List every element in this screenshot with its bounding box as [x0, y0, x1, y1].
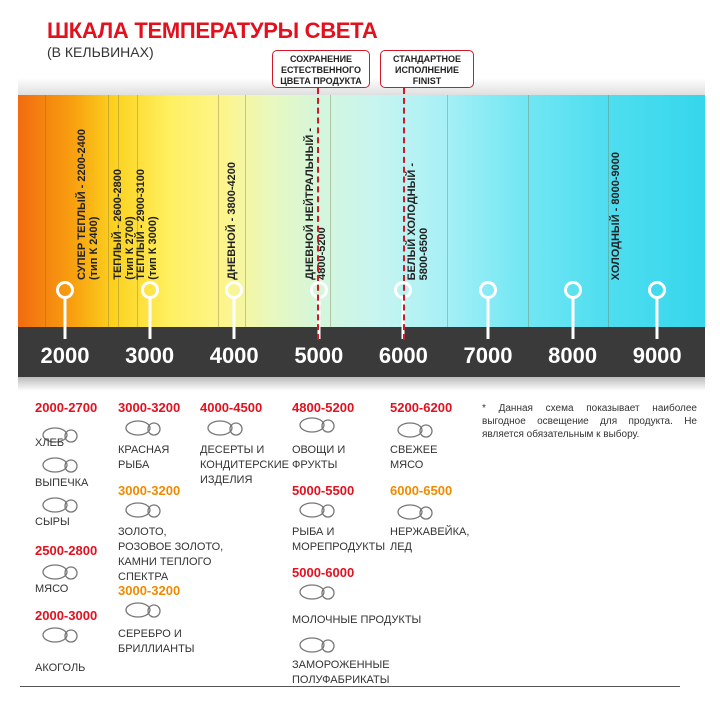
- product-label: СЫРЫ: [35, 516, 70, 528]
- band-label: ТЕПЛЫЙ - 2600-2800 (тип К 2700): [112, 169, 136, 280]
- frozen-food-icon: [298, 635, 342, 657]
- scale-label-7000: 7000: [463, 343, 513, 368]
- product-label: МЯСО: [35, 583, 69, 595]
- product-label: РЫБА И МОРЕПРОДУКТЫ: [292, 526, 386, 553]
- page-title: ШКАЛА ТЕМПЕРАТУРЫ СВЕТА: [47, 18, 378, 43]
- page-subtitle: (В КЕЛЬВИНАХ): [47, 44, 154, 60]
- band-separator: [528, 95, 529, 327]
- band-separator: [118, 95, 119, 327]
- scale-label-9000: 9000: [632, 343, 682, 368]
- range-label: 4800-5200: [292, 400, 355, 415]
- product-label: ЗАМОРОЖЕННЫЕ ПОЛУФАБРИКАТЫ: [292, 659, 390, 686]
- band-separator: [108, 95, 109, 327]
- band-label: ХОЛОДНЫЙ - 8000-9000: [610, 151, 622, 280]
- scale-shadow: [18, 377, 705, 391]
- band-separator: [137, 95, 138, 327]
- band-separator: [45, 95, 46, 327]
- natural-color-marker: [317, 88, 319, 340]
- band-separator: [608, 95, 609, 327]
- seafood-icon: [298, 500, 342, 522]
- product-label: ОВОЩИ И ФРУКТЫ: [292, 444, 346, 471]
- scale-marker-icon: [479, 281, 497, 299]
- rings-icon: [124, 500, 168, 522]
- band-label: ДНЕВНОЙ НЕЙТРАЛЬНЫЙ - 4800-5200: [304, 128, 328, 280]
- diamond-icon: [124, 600, 168, 622]
- band-label: ДНЕВНОЙ - 3800-4200: [226, 162, 238, 280]
- band-separator: [218, 95, 219, 327]
- product-label: ВЫПЕЧКА: [35, 477, 89, 489]
- band-label: СУПЕР ТЕПЛЫЙ - 2200-2400 (тип К 2400): [76, 128, 100, 280]
- band-label: БЕЛЫЙ ХОЛОДНЫЙ - 5800-6500: [406, 162, 430, 280]
- scale-marker-icon: [56, 281, 74, 299]
- range-label: 5000-6000: [292, 565, 355, 580]
- product-label: ХЛЕБ: [35, 437, 65, 449]
- product-label: КРАСНАЯ РЫБА: [118, 444, 170, 471]
- product-label: ЗОЛОТО, РОЗОВОЕ ЗОЛОТО, КАМНИ ТЕПЛОГО СП…: [118, 526, 224, 583]
- band-separator: [447, 95, 448, 327]
- scale-marker-stem: [571, 299, 575, 339]
- kelvin-scale-band: [18, 327, 705, 377]
- scale-marker-stem: [63, 299, 67, 339]
- range-label: 5000-5500: [292, 483, 355, 498]
- scale-label-5000: 5000: [294, 343, 344, 368]
- ice-icon: [396, 502, 440, 524]
- band-label: ТЕПЛЫЙ - 2900-3100 (тип К 3000): [135, 169, 159, 280]
- fish-icon: [124, 418, 168, 440]
- range-label: 3000-3200: [118, 400, 181, 415]
- callout-natural-color: СОХРАНЕНИЕ ЕСТЕСТВЕННОГО ЦВЕТА ПРОДУКТА: [272, 50, 370, 88]
- product-label: НЕРЖАВЕЙКА, ЛЕД: [390, 526, 470, 553]
- milk-icon: [298, 582, 342, 604]
- steak-icon: [41, 562, 85, 584]
- range-label: 2000-2700: [35, 400, 98, 415]
- bottom-divider: [20, 686, 680, 687]
- color-spectrum: [18, 95, 705, 327]
- fresh-meat-icon: [396, 420, 440, 442]
- scale-label-2000: 2000: [40, 343, 90, 368]
- wine-bottle-icon: [41, 625, 85, 647]
- scale-label-6000: 6000: [378, 343, 428, 368]
- scale-marker-stem: [148, 299, 152, 339]
- range-label: 6000-6500: [390, 483, 453, 498]
- cheese-icon: [41, 495, 85, 517]
- product-label: СВЕЖЕЕ МЯСО: [390, 444, 438, 471]
- product-label: СЕРЕБРО И БРИЛЛИАНТЫ: [118, 628, 195, 655]
- bread-icon: [41, 425, 85, 447]
- vegetables-icon: [298, 415, 342, 437]
- callout-finist-standard: СТАНДАРТНОЕ ИСПОЛНЕНИЕ FINIST: [380, 50, 474, 88]
- scale-label-4000: 4000: [209, 343, 259, 368]
- range-label: 3000-3200: [118, 483, 181, 498]
- range-label: 4000-4500: [200, 400, 263, 415]
- scale-marker-stem: [655, 299, 659, 339]
- product-label: МОЛОЧНЫЕ ПРОДУКТЫ: [292, 614, 422, 626]
- product-label: АКОГОЛЬ: [35, 662, 86, 674]
- scale-label-8000: 8000: [548, 343, 598, 368]
- scale-marker-stem: [232, 299, 236, 339]
- scale-marker-icon: [225, 281, 244, 299]
- product-label: ДЕСЕРТЫ И КОНДИТЕРСКИЕ ИЗДЕЛИЯ: [200, 444, 290, 486]
- cake-icon: [206, 418, 250, 440]
- scale-label-3000: 3000: [125, 343, 175, 368]
- scale-marker-icon: [648, 281, 667, 299]
- range-label: 5200-6200: [390, 400, 453, 415]
- range-label: 2000-3000: [35, 608, 98, 623]
- scale-marker-icon: [563, 281, 582, 299]
- finist-marker: [403, 88, 405, 340]
- band-separator: [245, 95, 246, 327]
- scale-marker-icon: [140, 281, 159, 299]
- scale-marker-stem: [486, 299, 490, 339]
- range-label: 3000-3200: [118, 583, 181, 598]
- range-label: 2500-2800: [35, 543, 98, 558]
- footnote: * Данная схема показывает наиболее выгод…: [482, 403, 697, 440]
- band-separator: [330, 95, 331, 327]
- croissant-icon: [41, 455, 85, 477]
